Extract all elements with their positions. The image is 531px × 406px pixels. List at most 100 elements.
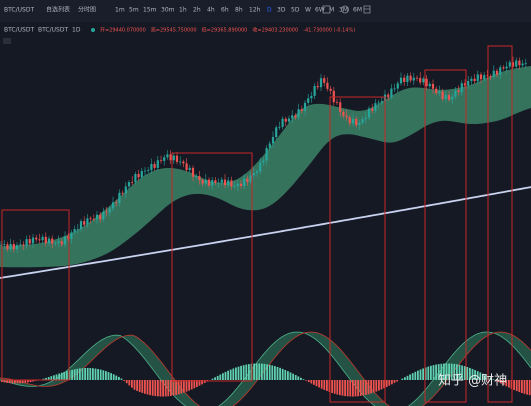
interval-button[interactable]: 1m	[115, 7, 125, 14]
interval-button[interactable]: 6M	[353, 7, 362, 14]
candle-body	[479, 74, 483, 80]
candle-body	[111, 202, 115, 209]
interval-button[interactable]: 3M	[339, 7, 348, 14]
candle-body	[28, 239, 31, 244]
histogram-bar	[63, 371, 66, 380]
histogram-bar	[107, 372, 110, 380]
icon[interactable]	[322, 5, 331, 14]
histogram-bar	[323, 380, 326, 390]
candle-body	[415, 77, 419, 79]
candle-body	[134, 173, 137, 183]
histogram-bar	[27, 380, 29, 383]
histogram-bar	[180, 380, 183, 394]
histogram-bar	[458, 364, 461, 380]
interval-button[interactable]: 5D	[291, 7, 300, 14]
interval-button[interactable]: M	[329, 7, 334, 14]
candle-body	[419, 77, 422, 83]
histogram-bar	[125, 380, 128, 384]
candle-body	[262, 160, 265, 163]
histogram-bar	[375, 380, 378, 392]
interval-button[interactable]: 8h	[235, 7, 243, 14]
interval-button[interactable]: 30m	[161, 7, 175, 14]
candle-body	[12, 243, 15, 250]
candle-body	[339, 102, 342, 112]
interval-button[interactable]: 2h	[193, 7, 201, 14]
candle-body	[271, 137, 275, 144]
interval-button[interactable]: 6h	[221, 7, 229, 14]
histogram-bar	[24, 380, 27, 383]
candle-body	[435, 88, 438, 94]
candle-body	[249, 175, 252, 182]
candle-body	[393, 88, 396, 90]
candle-body	[9, 243, 12, 250]
histogram-bar	[518, 380, 521, 393]
legend-pair: BTC/USDT	[38, 27, 68, 34]
histogram-bar	[201, 380, 203, 385]
interval-button[interactable]: D	[267, 7, 272, 14]
histogram-bar	[170, 380, 172, 396]
interval-button[interactable]: 15m	[143, 7, 157, 14]
histogram-bar	[419, 369, 422, 380]
interval-button[interactable]: 3D	[277, 7, 286, 14]
symbol[interactable]: BTC/USDT	[4, 7, 34, 14]
interval-button[interactable]: W	[305, 7, 311, 14]
candle-body	[278, 126, 281, 128]
candle-body	[223, 179, 227, 186]
candle-body	[502, 67, 505, 69]
candle-body	[457, 90, 460, 93]
histogram-bar	[261, 363, 263, 380]
histogram-bar	[167, 380, 170, 397]
candle-body	[115, 202, 118, 204]
interval-button[interactable]: 4h	[207, 7, 215, 14]
candle-body	[124, 186, 127, 194]
histogram-bar	[235, 367, 237, 380]
histogram-bar	[105, 371, 107, 380]
histogram-bar	[528, 380, 531, 396]
collapse-button[interactable]	[3, 38, 11, 44]
candle-body	[470, 78, 473, 82]
tab[interactable]: 分时图	[78, 6, 96, 14]
candle-body	[316, 86, 319, 88]
histogram-bar	[216, 375, 219, 380]
tab[interactable]: 自选列表	[46, 6, 70, 14]
histogram-bar	[445, 363, 448, 380]
histogram-bar	[424, 367, 427, 380]
interval-button[interactable]: 12h	[249, 7, 261, 14]
candle-body	[63, 236, 67, 245]
candle-body	[137, 173, 140, 178]
icon[interactable]	[341, 5, 349, 14]
candle-body	[422, 78, 425, 83]
candle-body	[495, 70, 499, 75]
candle-body	[41, 236, 44, 241]
interval-button[interactable]: 1h	[179, 7, 187, 14]
histogram-bar	[149, 380, 151, 396]
histogram-bar	[159, 380, 162, 397]
candle-body	[67, 236, 70, 239]
box	[487, 45, 513, 403]
histogram-bar	[196, 380, 198, 388]
histogram-bar	[333, 380, 336, 394]
histogram-bar	[99, 369, 102, 380]
icon[interactable]	[363, 5, 371, 14]
histogram-bar	[411, 373, 414, 380]
histogram-bar	[435, 364, 437, 380]
candle-body	[236, 183, 239, 187]
histogram-bar	[268, 364, 271, 380]
histogram-bar	[352, 380, 354, 397]
histogram-bar	[151, 380, 154, 396]
candle-body	[483, 75, 486, 80]
histogram-bar	[388, 380, 391, 386]
candle-body	[191, 167, 195, 177]
candle-body	[35, 237, 38, 240]
histogram-bar	[427, 366, 430, 380]
interval-button[interactable]: 6W	[315, 7, 325, 14]
interval-button[interactable]: 5m	[129, 7, 139, 14]
histogram-bar	[97, 369, 99, 380]
histogram-bar	[245, 364, 248, 380]
candle-body	[390, 88, 393, 98]
candle-body	[156, 160, 159, 168]
candle-body	[268, 143, 271, 149]
histogram-bar	[255, 363, 258, 380]
histogram-bar	[16, 380, 19, 384]
ohlc-value: 收=29403.230000	[252, 27, 298, 34]
